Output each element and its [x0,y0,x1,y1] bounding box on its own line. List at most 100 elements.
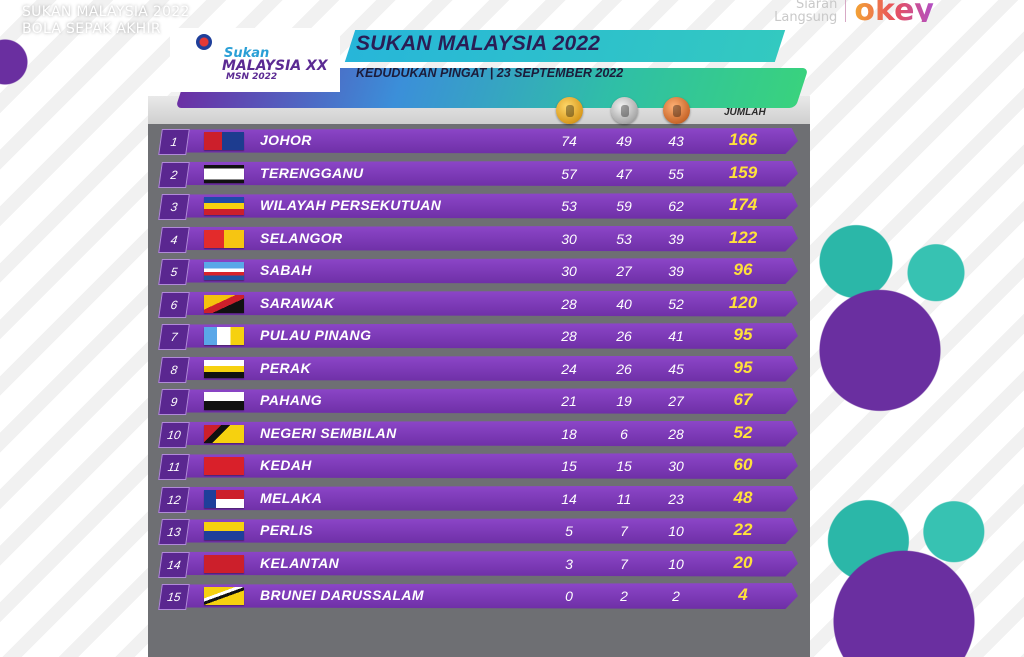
total-count: 95 [733,357,753,377]
bronze-count: 62 [668,198,684,214]
table-row: 13 PERLIS 5 7 10 22 [158,518,802,545]
table-row: 11 KEDAH 15 15 30 60 [158,453,802,480]
standings-list: 1 JOHOR 74 49 43 166 2 TERENGGANU 57 4 7 … [158,128,802,616]
bronze-count: 27 [668,393,684,409]
rank-badge: 15 [158,584,190,610]
emblem-icon [196,34,212,50]
table-row: 8 PERAK 24 26 45 95 [158,355,802,383]
state-name: KELANTAN [260,554,340,571]
row-background [168,160,798,187]
total-count: 122 [728,227,758,247]
broadcaster-badge: Siaran Langsung okey [774,0,934,26]
gold-count: 15 [561,458,577,474]
total-count: 60 [733,455,753,474]
gold-count: 57 [561,165,577,182]
state-name: JOHOR [260,132,312,148]
state-flag-icon [204,197,244,215]
rank-badge: 10 [158,421,190,448]
row-background [168,388,798,414]
table-row: 12 MELAKA 14 11 23 48 [158,485,802,513]
silver-count: 40 [616,295,632,312]
table-row: 9 PAHANG 21 19 27 67 [158,388,802,415]
bronze-count: 45 [668,360,684,377]
rank-badge: 14 [158,551,190,578]
total-count: 48 [733,487,753,507]
state-name: NEGERI SEMBILAN [260,424,397,441]
bronze-count: 2 [672,588,680,604]
row-background [168,355,798,382]
state-flag-icon [204,587,244,605]
state-name: TERENGGANU [260,164,364,181]
live-label: Siaran Langsung [774,0,838,25]
total-count: 174 [728,195,758,214]
row-background [168,420,798,447]
rank-badge: 6 [158,291,190,318]
total-count: 52 [733,422,753,442]
silver-count: 6 [620,425,628,442]
row-background [168,258,798,284]
state-flag-icon [204,489,244,508]
row-background [168,518,798,544]
gold-count: 53 [561,198,577,214]
rank-badge: 9 [158,389,190,415]
state-flag-icon [204,359,244,378]
row-background [168,583,798,609]
bronze-count: 39 [668,263,684,279]
bronze-count: 30 [668,458,684,474]
state-name: PULAU PINANG [260,327,372,343]
rank-badge: 1 [158,129,190,155]
games-logo: Sukan MALAYSIA XX MSN 2022 [170,28,340,92]
bronze-count: 39 [668,230,684,247]
rank-badge: 13 [158,519,190,545]
gold-count: 74 [561,133,577,149]
bronze-count: 10 [668,523,684,539]
rank-badge: 4 [158,226,190,253]
table-row: 7 PULAU PINANG 28 26 41 95 [158,323,802,350]
silver-count: 49 [616,133,632,149]
total-count: 4 [738,585,748,604]
bronze-medal-icon [663,97,690,124]
silver-count: 15 [616,458,632,474]
bronze-count: 52 [668,295,684,312]
total-count: 22 [733,520,753,539]
header-banner: Sukan MALAYSIA XX MSN 2022 SUKAN MALAYSI… [170,26,810,108]
gold-count: 5 [565,523,573,539]
gold-count: 18 [561,425,577,442]
silver-count: 26 [616,360,632,377]
table-row: 5 SABAH 30 27 39 96 [158,258,802,285]
row-background [168,225,798,252]
row-background [168,550,798,577]
bronze-count: 55 [668,165,684,182]
table-row: 14 KELANTAN 3 7 10 20 [158,550,802,578]
total-count: 159 [728,162,758,182]
row-background [168,193,798,219]
table-row: 4 SELANGOR 30 53 39 122 [158,225,802,253]
silver-count: 19 [616,393,632,409]
state-name: WILAYAH PERSEKUTUAN [260,197,442,213]
gold-count: 30 [561,263,577,279]
state-flag-icon [204,457,244,475]
silver-count: 53 [616,230,632,247]
paint-splash-left [0,30,40,110]
state-flag-icon [204,294,244,313]
state-name: MELAKA [260,489,323,506]
bronze-count: 23 [668,490,684,507]
table-row: 10 NEGERI SEMBILAN 18 6 28 52 [158,420,802,448]
silver-medal-icon [611,97,638,124]
gold-medal-icon [556,97,583,124]
total-column-header: JUMLAH [724,107,766,118]
total-count: 95 [733,325,753,344]
page-title: SUKAN MALAYSIA 2022 [356,32,601,55]
page-subtitle: KEDUDUKAN PINGAT | 23 SEPTEMBER 2022 [356,66,624,80]
state-name: PERLIS [260,522,313,538]
overlay-title: SUKAN MALAYSIA 2022 [22,4,190,20]
silver-count: 11 [616,490,632,507]
state-name: SARAWAK [260,294,335,311]
gold-count: 3 [565,555,573,572]
table-row: 1 JOHOR 74 49 43 166 [158,128,802,155]
bronze-count: 10 [668,555,684,572]
bronze-count: 43 [668,133,684,149]
gold-count: 24 [561,360,577,377]
gold-count: 28 [561,295,577,312]
state-flag-icon [204,229,244,248]
